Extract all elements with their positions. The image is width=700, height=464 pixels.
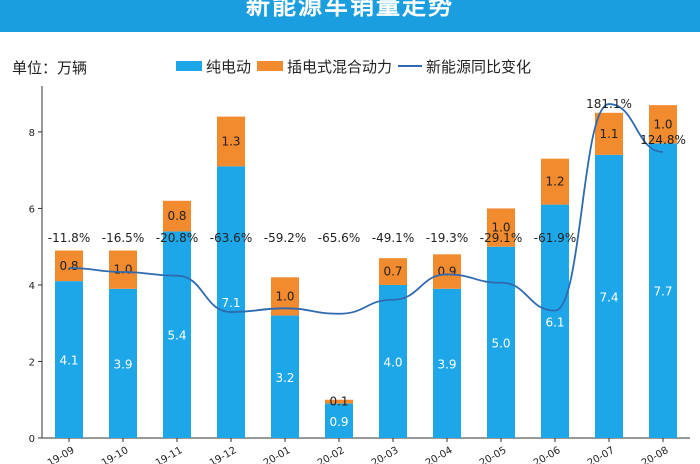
line-label-yoy: -29.1% — [480, 231, 522, 245]
bar-label-phev: 1.1 — [599, 127, 618, 141]
bar-bev — [433, 288, 461, 438]
line-label-yoy: -11.8% — [48, 231, 90, 245]
bar-bev — [163, 231, 191, 438]
y-tick-label: 0 — [29, 434, 35, 445]
x-tick-label: 20-08 — [640, 445, 671, 464]
line-label-yoy: -61.9% — [534, 231, 576, 245]
bar-label-phev: 1.0 — [491, 221, 510, 235]
legend-label-yoy: 新能源同比变化 — [426, 57, 532, 76]
bar-phev — [163, 200, 191, 232]
line-label-yoy: 124.8% — [640, 133, 686, 147]
legend-swatch-yoy — [398, 65, 423, 67]
bar-label-bev: 0.9 — [329, 415, 348, 429]
chart-title: 新能源车销量走势 — [246, 0, 454, 20]
line-label-yoy: -65.6% — [318, 231, 360, 245]
bar-label-bev: 5.4 — [167, 329, 186, 343]
line-label-yoy: -63.6% — [210, 231, 252, 245]
bar-label-bev: 7.1 — [221, 296, 240, 310]
bar-phev — [109, 250, 137, 289]
bar-label-bev: 4.1 — [59, 354, 78, 368]
line-label-yoy: -19.3% — [426, 231, 468, 245]
bar-phev — [487, 208, 515, 247]
bar-phev — [649, 105, 677, 144]
bar-label-bev: 3.2 — [275, 371, 294, 385]
bar-label-bev: 5.0 — [491, 336, 510, 350]
bar-phev — [595, 112, 623, 155]
bar-label-phev: 1.0 — [275, 289, 294, 303]
legend-swatch-phev — [257, 61, 284, 71]
bar-bev — [379, 284, 407, 438]
bar-phev — [379, 258, 407, 285]
legend-item-bev: 纯电动 — [176, 56, 251, 77]
legend-label-phev: 插电式混合动力 — [287, 57, 393, 76]
legend: 纯电动 插电式混合动力 新能源同比变化 — [176, 56, 537, 76]
bar-phev — [55, 250, 83, 282]
bar-label-bev: 4.0 — [383, 355, 402, 369]
line-label-yoy: -20.8% — [156, 231, 198, 245]
bar-label-phev: 1.0 — [113, 263, 132, 277]
bar-label-bev: 7.4 — [599, 290, 618, 304]
x-tick-label: 20-06 — [532, 445, 563, 464]
x-tick-label: 19-10 — [100, 445, 131, 464]
bar-phev — [325, 399, 353, 404]
line-label-yoy: -16.5% — [102, 231, 144, 245]
x-tick-label: 19-12 — [208, 445, 239, 464]
unit-label: 单位：万辆 — [12, 59, 88, 77]
bar-bev — [487, 246, 515, 438]
x-tick-label: 20-05 — [478, 445, 509, 464]
line-label-yoy: 181.1% — [586, 97, 632, 111]
x-tick-label: 19-11 — [154, 445, 185, 464]
y-tick-label: 8 — [29, 128, 35, 139]
bar-phev — [541, 158, 569, 205]
bar-bev — [541, 204, 569, 438]
line-yoy — [68, 103, 664, 315]
bar-label-phev: 1.2 — [545, 175, 564, 189]
legend-swatch-bev — [176, 61, 202, 71]
bar-bev — [217, 166, 245, 438]
bar-label-phev: 0.8 — [167, 209, 186, 223]
y-tick-label: 2 — [29, 357, 35, 368]
bar-bev — [649, 143, 677, 439]
bar-label-phev: 0.9 — [437, 265, 456, 279]
bar-bev — [325, 403, 353, 438]
x-tick-label: 20-07 — [586, 445, 617, 464]
bar-bev — [595, 154, 623, 438]
legend-item-phev: 插电式混合动力 — [257, 56, 392, 77]
bar-bev — [271, 315, 299, 438]
bar-phev — [433, 254, 461, 289]
x-tick-label: 20-03 — [370, 445, 401, 464]
legend-item-yoy: 新能源同比变化 — [398, 56, 531, 77]
bar-label-phev: 1.0 — [653, 117, 672, 131]
bar-bev — [55, 281, 83, 438]
title-banner — [0, 0, 700, 32]
x-tick-label: 20-04 — [424, 445, 455, 464]
bar-label-bev: 3.9 — [437, 357, 456, 371]
bar-bev — [109, 288, 137, 438]
x-tick-label: 20-01 — [262, 445, 293, 464]
line-label-yoy: -59.2% — [264, 231, 306, 245]
bar-label-bev: 3.9 — [113, 357, 132, 371]
bar-phev — [217, 116, 245, 167]
y-tick-label: 6 — [29, 204, 35, 215]
x-tick-label: 20-02 — [316, 445, 347, 464]
bar-label-phev: 0.1 — [329, 395, 348, 409]
y-tick-label: 4 — [29, 281, 35, 292]
bar-label-phev: 0.7 — [383, 265, 402, 279]
line-label-yoy: -49.1% — [372, 231, 414, 245]
bar-label-bev: 6.1 — [545, 315, 564, 329]
bar-label-phev: 0.8 — [59, 259, 78, 273]
legend-label-bev: 纯电动 — [206, 57, 252, 76]
bar-label-phev: 1.3 — [221, 134, 240, 148]
x-tick-label: 19-09 — [46, 445, 77, 464]
bar-label-bev: 7.7 — [653, 285, 672, 299]
